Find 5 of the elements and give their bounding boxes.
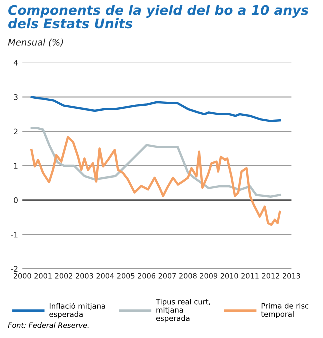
- chart-title: Components de la yield del bo a 10 anys dels Estats Units: [8, 5, 309, 29]
- line-series: [30, 96, 282, 122]
- line-series: [30, 136, 282, 226]
- line-series: [30, 127, 282, 198]
- chart-subtitle: Mensual (%): [8, 38, 64, 47]
